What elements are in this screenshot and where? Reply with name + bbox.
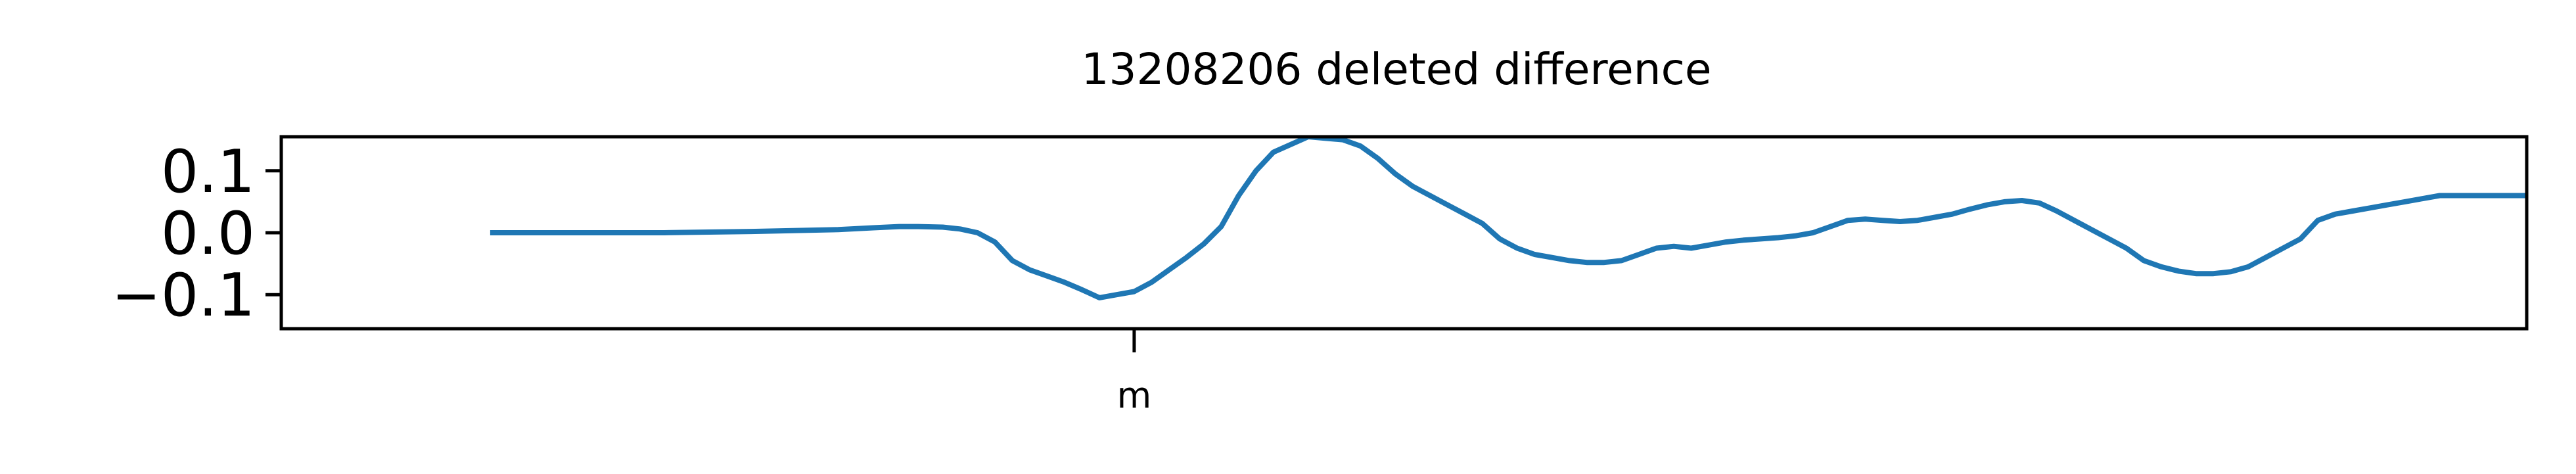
chart-title: 13208206 deleted difference <box>1081 44 1711 95</box>
y-tick-label-0: 0.1 <box>161 137 255 206</box>
x-tick-label-0: m <box>1117 375 1152 416</box>
y-axis: 0.10.0−0.1 <box>111 137 281 330</box>
y-tick-label-2: −0.1 <box>111 261 255 330</box>
y-tick-label-1: 0.0 <box>161 199 255 268</box>
series-line-0 <box>490 137 2527 300</box>
plot-area <box>490 137 2527 300</box>
x-axis: m <box>1117 329 1152 416</box>
